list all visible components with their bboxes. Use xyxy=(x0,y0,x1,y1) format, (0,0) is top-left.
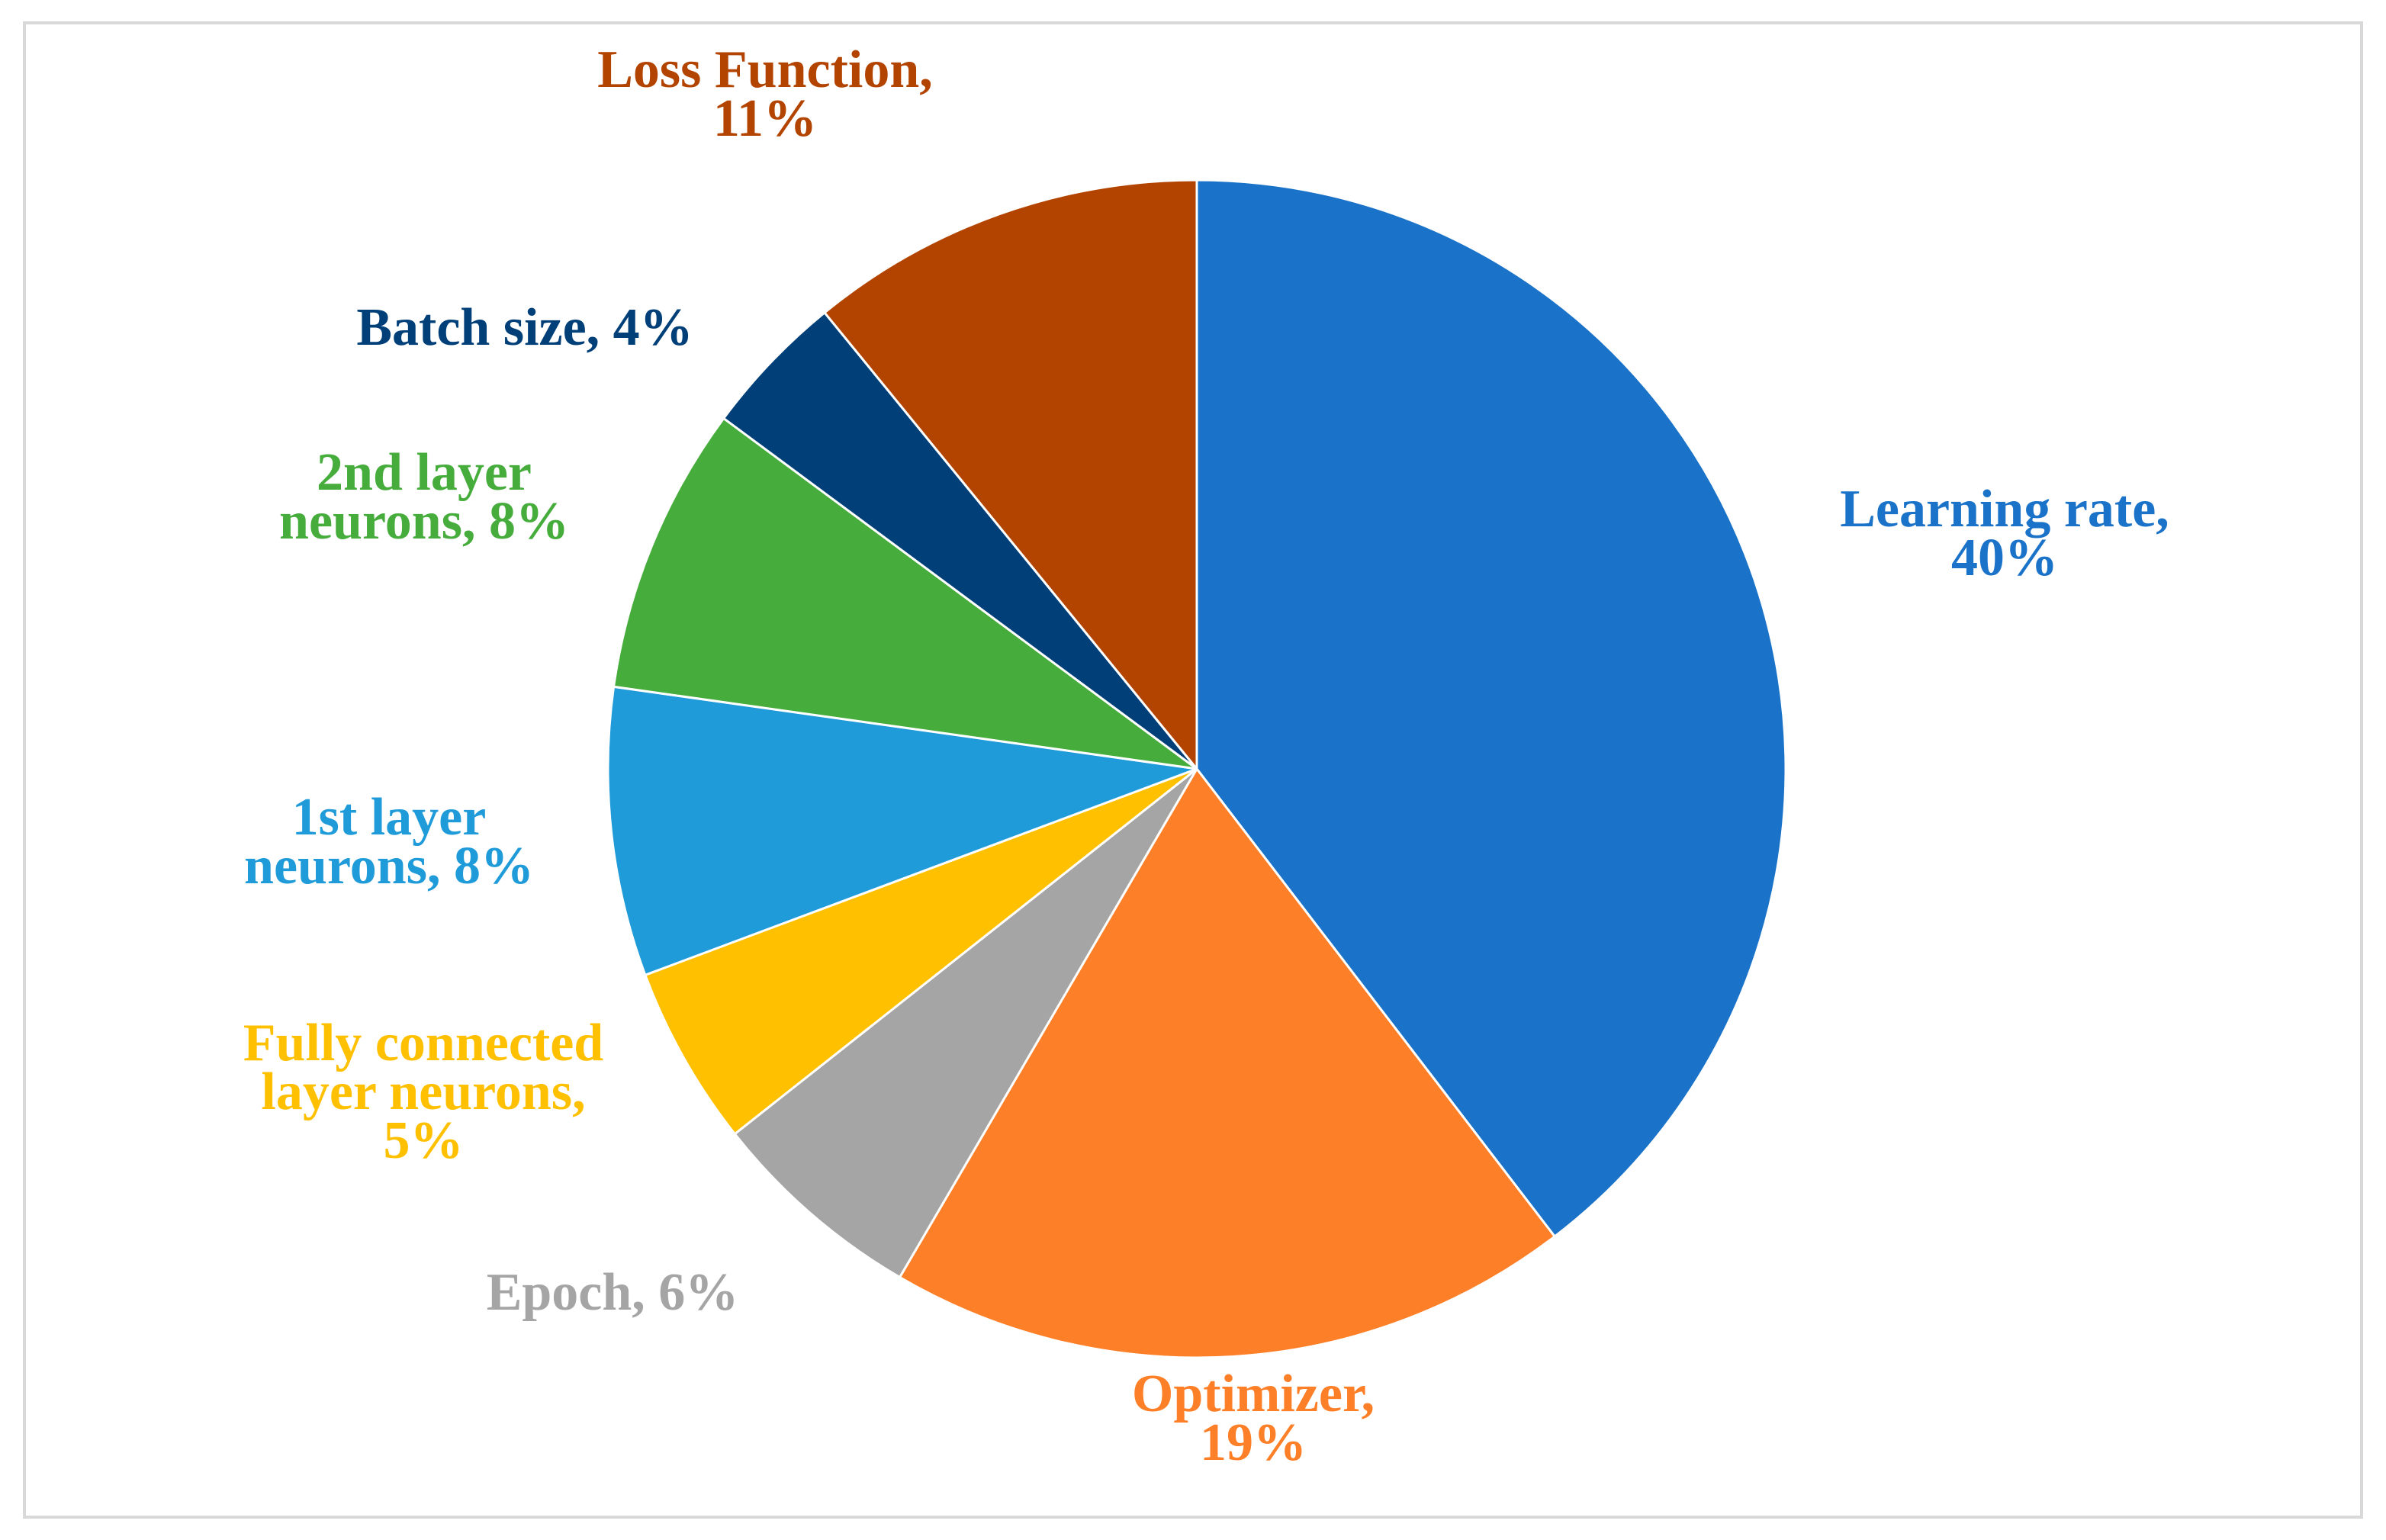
data-label-2nd-layer-neurons: 2nd layer neurons, 8% xyxy=(279,443,569,551)
data-label-epoch: Epoch, 6% xyxy=(487,1263,739,1322)
data-label-line: Fully connected xyxy=(243,1014,604,1072)
data-label-line: Loss Function, xyxy=(597,40,933,99)
data-label-line: 19% xyxy=(1200,1413,1307,1472)
pie-slice-optimizer xyxy=(898,767,1557,1359)
data-label-batch-size: Batch size, 4% xyxy=(356,298,693,357)
data-label-learning-rate: Learning rate, 40% xyxy=(1840,480,2169,587)
data-label-line: Epoch, 6% xyxy=(487,1263,739,1322)
data-label-1st-layer-neurons: 1st layer neurons, 8% xyxy=(244,788,534,895)
data-label-line: 5% xyxy=(384,1111,464,1170)
data-label-line: Learning rate, xyxy=(1840,480,2169,539)
data-labels: Learning rate, 40% Optimizer, 19% Epoch, 6% F… xyxy=(243,40,2169,1472)
pie-slice-learning-rate xyxy=(1195,178,1787,1239)
data-label-line: neurons, 8% xyxy=(244,837,534,895)
pie-slice-loss-function xyxy=(822,178,1198,773)
data-label-optimizer: Optimizer, 19% xyxy=(1132,1365,1375,1472)
data-label-line: 40% xyxy=(1951,529,2058,587)
data-label-line: layer neurons, xyxy=(261,1063,585,1121)
pie-slice-batch-size xyxy=(722,310,1198,770)
data-label-loss-function: Loss Function, 11% xyxy=(597,40,933,148)
pie-slice-epoch xyxy=(733,767,1198,1279)
data-label-line: 2nd layer xyxy=(317,443,532,502)
data-label-line: 1st layer xyxy=(292,788,487,847)
data-label-line: 11% xyxy=(713,89,817,148)
pie-slice-2nd-layer-neurons xyxy=(612,416,1198,770)
data-label-line: Optimizer, xyxy=(1132,1365,1375,1423)
pie-slice-1st-layer-neurons xyxy=(606,685,1198,977)
data-label-fully-connected-layer-neurons: Fully connected layer neurons, 5% xyxy=(243,1014,604,1170)
pie-slices xyxy=(606,178,1787,1359)
data-label-line: Batch size, 4% xyxy=(356,298,693,357)
pie-slice-fully-connected-layer-neurons xyxy=(643,767,1198,1136)
data-label-line: neurons, 8% xyxy=(279,492,569,551)
